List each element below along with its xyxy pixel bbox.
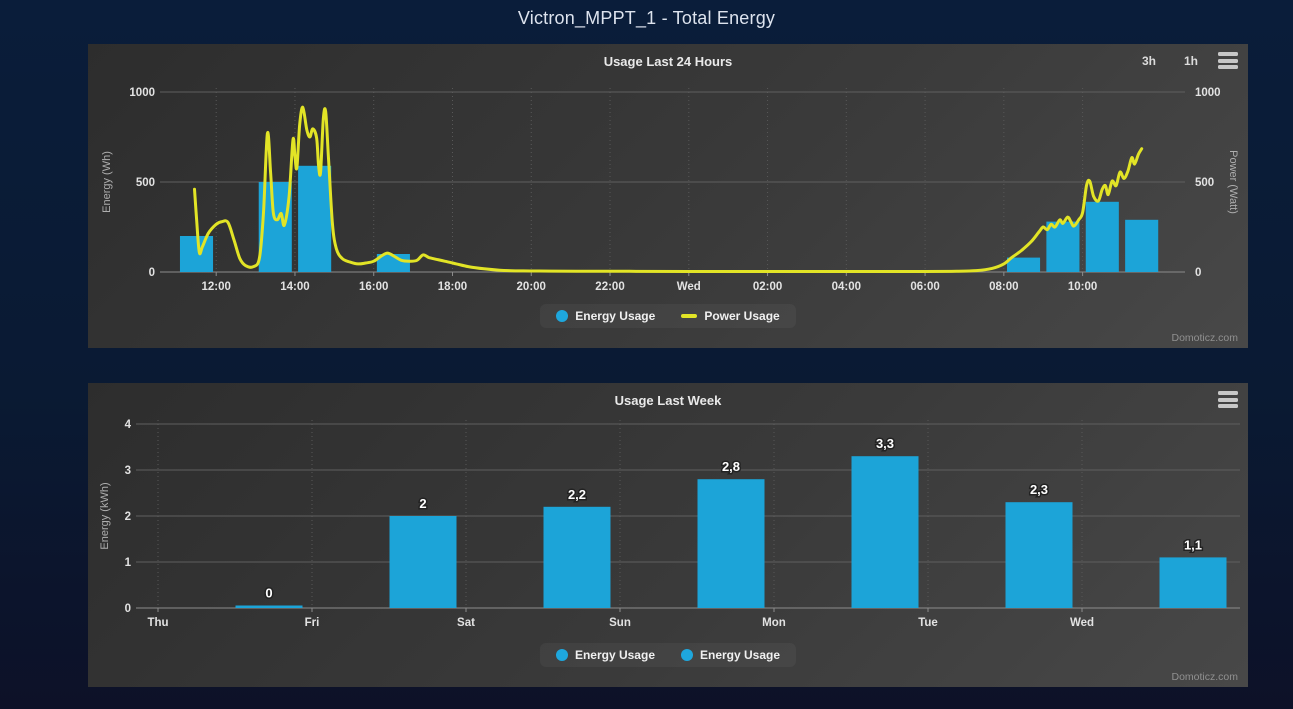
axis-labels-week: 0 1 2 3 4 Thu Fri Sat Sun Mon Tue Wed Energy (kWh) <box>99 419 1094 629</box>
svg-text:04:00: 04:00 <box>832 281 861 293</box>
panel-usage-last-24-hours: Usage Last 24 Hours 3h 1h 0 0 500 500 1000 10… <box>88 44 1248 348</box>
svg-text:0: 0 <box>149 267 155 279</box>
svg-text:Wed: Wed <box>677 281 701 293</box>
hamburger-menu-icon[interactable] <box>1218 391 1238 408</box>
chart-week-legend: Energy Usage Energy Usage <box>88 643 1248 667</box>
range-button-3h[interactable]: 3h <box>1141 54 1156 68</box>
energy-bar[interactable] <box>1005 502 1073 608</box>
bar-value-label: 0 <box>265 586 272 601</box>
chart-24h-plot: 0 0 500 500 1000 1000 12:00 14:00 16:00 18:00 20:0… <box>101 87 1239 293</box>
axis-labels-24h: 0 0 500 500 1000 1000 12:00 14:00 16:00 18:00 20:0… <box>101 87 1239 293</box>
legend-item-energy-usage[interactable]: Energy Usage <box>681 648 780 662</box>
chart-week-title: Usage Last Week <box>614 393 722 408</box>
svg-text:3: 3 <box>125 465 131 477</box>
svg-text:500: 500 <box>1195 177 1214 189</box>
svg-text:Sun: Sun <box>609 617 631 629</box>
energy-usage-week-bars: 0 2 2,2 2,8 3,3 2,3 1,1 <box>235 435 1227 609</box>
legend-item-energy-usage[interactable]: Energy Usage <box>555 648 655 662</box>
hamburger-menu-icon[interactable] <box>1218 52 1238 69</box>
svg-text:Sat: Sat <box>457 617 475 629</box>
energy-bar[interactable] <box>298 165 332 272</box>
legend-item-energy-usage[interactable]: Energy Usage <box>556 309 655 323</box>
chart-24h-title: Usage Last 24 Hours <box>603 54 733 69</box>
legend-item-power-usage[interactable]: Power Usage <box>681 309 780 323</box>
energy-bar[interactable] <box>376 254 410 272</box>
svg-text:Tue: Tue <box>918 617 938 629</box>
svg-text:08:00: 08:00 <box>989 281 1018 293</box>
energy-bar[interactable] <box>1159 557 1227 608</box>
bar-value-label: 2 <box>419 496 426 511</box>
svg-text:Mon: Mon <box>762 617 786 629</box>
svg-text:0: 0 <box>1195 267 1201 279</box>
svg-text:Wed: Wed <box>1070 617 1094 629</box>
panel-usage-last-week: Usage Last Week 0 1 2 3 4 Thu Fri Sat Sun Mon Tue W… <box>88 383 1248 687</box>
svg-text:Energy (kWh): Energy (kWh) <box>99 482 111 549</box>
svg-text:4: 4 <box>125 419 132 431</box>
svg-text:22:00: 22:00 <box>595 281 624 293</box>
energy-bar[interactable] <box>1006 257 1041 272</box>
bar-value-label: 2,3 <box>1030 482 1048 497</box>
svg-text:1000: 1000 <box>129 87 155 99</box>
bar-value-label: 1,1 <box>1184 537 1202 552</box>
svg-text:06:00: 06:00 <box>910 281 939 293</box>
energy-bar[interactable] <box>697 479 765 608</box>
svg-text:18:00: 18:00 <box>438 281 467 293</box>
svg-text:14:00: 14:00 <box>280 281 309 293</box>
svg-text:500: 500 <box>136 177 155 189</box>
bar-value-label: 2,8 <box>722 459 740 474</box>
svg-text:02:00: 02:00 <box>753 281 782 293</box>
energy-bar[interactable] <box>389 516 457 608</box>
energy-usage-marker-icon <box>681 649 693 661</box>
chart-week-plot: 0 1 2 3 4 Thu Fri Sat Sun Mon Tue Wed Energy (kWh) 0 2… <box>99 419 1240 629</box>
svg-text:10:00: 10:00 <box>1068 281 1097 293</box>
grid-week <box>136 420 1240 612</box>
bar-value-label: 3,3 <box>876 436 894 451</box>
svg-text:12:00: 12:00 <box>201 281 230 293</box>
energy-bar[interactable] <box>1085 201 1119 272</box>
energy-usage-bars <box>179 165 1159 272</box>
power-usage-marker-icon <box>681 314 698 318</box>
svg-text:2: 2 <box>125 511 131 523</box>
svg-text:1: 1 <box>125 557 132 569</box>
energy-bar[interactable] <box>179 236 214 272</box>
energy-bar[interactable] <box>543 506 611 608</box>
svg-text:Energy (Wh): Energy (Wh) <box>101 151 113 213</box>
energy-usage-marker-icon <box>555 649 568 661</box>
energy-bar[interactable] <box>1046 221 1080 272</box>
svg-text:20:00: 20:00 <box>517 281 546 293</box>
chart-24h-legend: Energy Usage Power Usage <box>88 304 1248 328</box>
range-button-1h[interactable]: 1h <box>1183 54 1198 68</box>
energy-bar[interactable] <box>851 456 919 608</box>
svg-text:0: 0 <box>125 603 131 615</box>
svg-text:Thu: Thu <box>147 617 168 629</box>
energy-bar[interactable] <box>1125 219 1159 272</box>
svg-text:1000: 1000 <box>1195 87 1221 99</box>
svg-text:Power (Watt): Power (Watt) <box>1227 150 1239 214</box>
power-usage-line[interactable] <box>193 105 1144 273</box>
page-title: Victron_MPPT_1 - Total Energy <box>517 8 776 28</box>
domoticz-watermark: Domoticz.com <box>1171 332 1238 344</box>
bar-value-label: 2,2 <box>568 487 586 502</box>
svg-text:16:00: 16:00 <box>359 281 388 293</box>
domoticz-watermark: Domoticz.com <box>1171 671 1238 683</box>
energy-usage-marker-icon <box>556 310 569 322</box>
svg-text:Fri: Fri <box>305 617 320 629</box>
energy-bar[interactable] <box>235 605 303 609</box>
